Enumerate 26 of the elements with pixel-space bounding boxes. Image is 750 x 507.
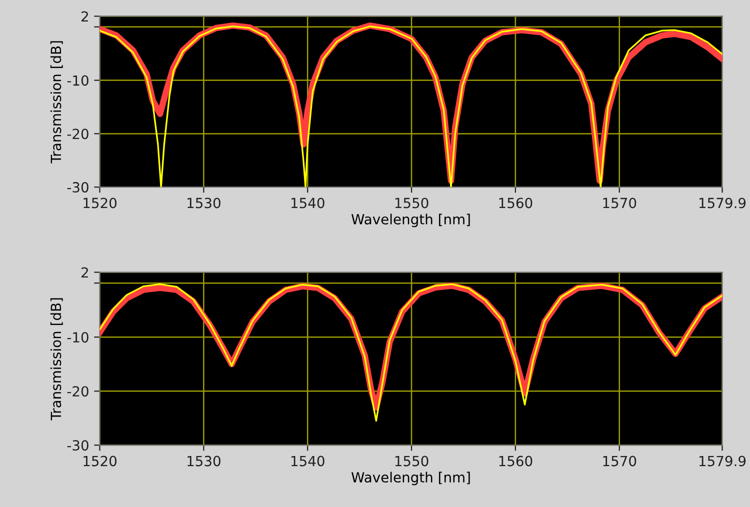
x-tick-label: 1579.9	[699, 198, 746, 208]
x-axis-title: Wavelength [nm]	[351, 472, 470, 486]
x-tick-label: 1520	[84, 198, 116, 208]
y-tick-label: -10	[67, 75, 88, 86]
x-tick-label: 1520	[84, 456, 116, 466]
y-tick-label: -20	[67, 386, 88, 397]
x-tick-label: 1530	[188, 198, 220, 208]
y-tick-label: -30	[67, 182, 88, 193]
y-tick-label: 2	[82, 267, 88, 278]
y-tick-label: -20	[67, 128, 88, 140]
y-axis-title: Transmission [dB]	[50, 298, 63, 420]
x-tick-label: 1579.9	[699, 456, 746, 466]
x-tick-label: 1530	[188, 456, 220, 466]
x-tick-label: 1560	[499, 198, 532, 208]
x-tick-label: 1540	[291, 456, 324, 466]
y-axis-title: Transmission [dB]	[50, 41, 63, 164]
x-tick-label: 1570	[603, 456, 636, 466]
x-axis-title: Wavelength [nm]	[351, 214, 470, 228]
y-tick-label: -10	[67, 332, 88, 343]
y-tick-label: 2	[82, 11, 88, 22]
x-tick-label: 1550	[395, 456, 428, 466]
x-tick-label: 1570	[603, 198, 636, 208]
x-tick-label: 1560	[499, 456, 532, 466]
y-tick-label: -30	[67, 440, 88, 451]
x-tick-label: 1550	[395, 198, 428, 208]
x-tick-label: 1540	[291, 198, 324, 208]
